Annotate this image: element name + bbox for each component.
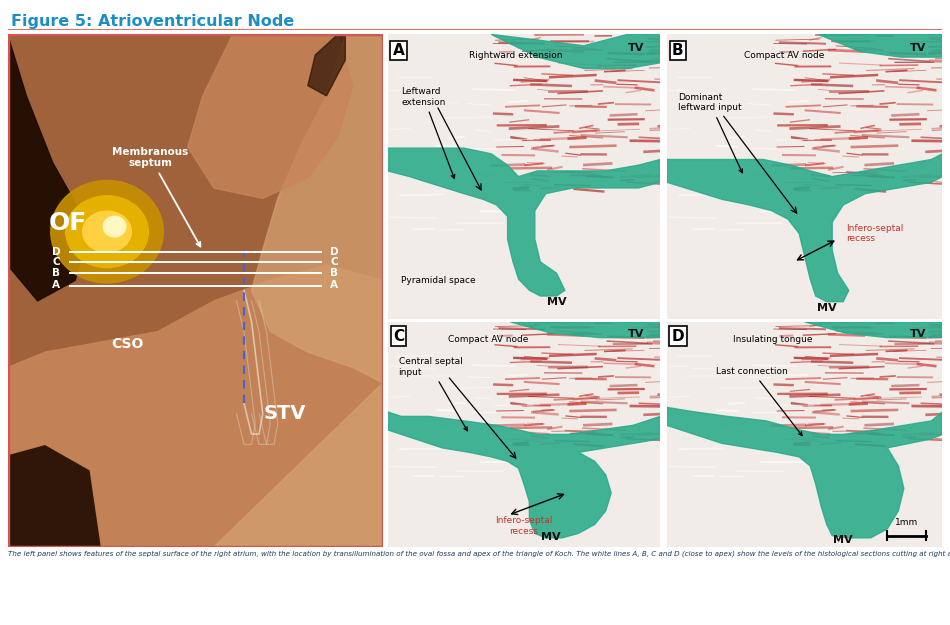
Text: Membranous
septum: Membranous septum xyxy=(112,147,200,246)
Polygon shape xyxy=(667,154,942,302)
Text: Pyramidal space: Pyramidal space xyxy=(401,276,476,284)
Text: Infero-septal
recess: Infero-septal recess xyxy=(495,516,553,536)
Text: Last connection: Last connection xyxy=(716,367,802,436)
Text: STV: STV xyxy=(264,404,307,423)
Text: MV: MV xyxy=(817,303,837,313)
Text: A: A xyxy=(52,281,60,291)
Polygon shape xyxy=(388,412,660,538)
Text: TV: TV xyxy=(628,43,644,53)
Text: OF: OF xyxy=(48,211,86,235)
Text: A: A xyxy=(331,281,338,291)
Ellipse shape xyxy=(66,196,148,268)
Text: Central septal
input: Central septal input xyxy=(398,357,467,431)
Text: D: D xyxy=(672,329,684,344)
Text: MV: MV xyxy=(833,534,853,544)
Text: CSO: CSO xyxy=(111,338,143,351)
Text: B: B xyxy=(331,268,338,278)
Text: 1mm: 1mm xyxy=(895,518,919,527)
Text: Infero-septal
recess: Infero-septal recess xyxy=(846,224,903,243)
Polygon shape xyxy=(510,322,660,338)
Polygon shape xyxy=(491,34,660,69)
Text: Compact AV node: Compact AV node xyxy=(744,51,825,61)
Polygon shape xyxy=(805,322,942,338)
Text: TV: TV xyxy=(628,329,644,339)
Text: C: C xyxy=(331,258,338,268)
Text: C: C xyxy=(393,329,404,344)
Polygon shape xyxy=(818,34,942,57)
Text: C: C xyxy=(52,258,60,268)
Text: Insulating tongue: Insulating tongue xyxy=(733,336,812,344)
Polygon shape xyxy=(8,34,90,301)
Polygon shape xyxy=(388,148,660,296)
Text: MV: MV xyxy=(547,298,566,308)
Text: A: A xyxy=(392,43,405,58)
Text: D: D xyxy=(51,247,60,258)
Text: TV: TV xyxy=(909,329,926,339)
Polygon shape xyxy=(188,34,352,198)
Polygon shape xyxy=(214,34,383,547)
Text: B: B xyxy=(672,43,684,58)
Text: Leftward
extension: Leftward extension xyxy=(401,88,455,178)
Polygon shape xyxy=(8,265,383,547)
Polygon shape xyxy=(308,34,346,96)
Text: Dominant
leftward input: Dominant leftward input xyxy=(678,93,742,172)
Text: MV: MV xyxy=(542,532,561,542)
Text: Figure 5: Atrioventricular Node: Figure 5: Atrioventricular Node xyxy=(11,14,294,29)
Text: Compact AV node: Compact AV node xyxy=(447,336,528,344)
Text: B: B xyxy=(52,268,60,278)
Polygon shape xyxy=(8,444,102,547)
Polygon shape xyxy=(667,408,942,538)
Ellipse shape xyxy=(83,211,131,252)
Text: The left panel shows features of the septal surface of the right atrium, with th: The left panel shows features of the sep… xyxy=(8,551,950,558)
Ellipse shape xyxy=(50,181,163,283)
Ellipse shape xyxy=(104,216,125,237)
Text: TV: TV xyxy=(909,43,926,53)
Text: Rightward extension: Rightward extension xyxy=(469,51,563,61)
Text: D: D xyxy=(331,247,339,258)
